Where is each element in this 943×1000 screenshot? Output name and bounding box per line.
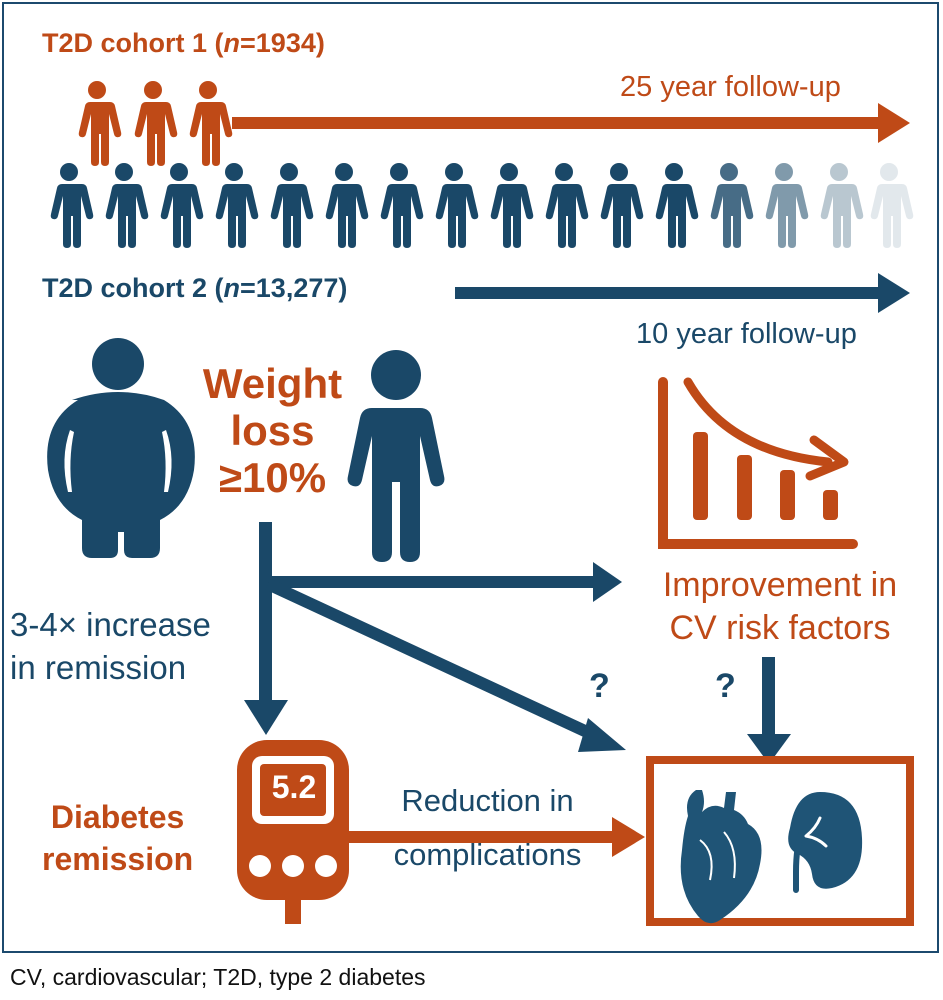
glucose-meter-reading: 5.2 xyxy=(271,769,317,805)
obese-person-icon xyxy=(47,338,195,558)
cohort2-followup-label: 10 year follow-up xyxy=(636,318,857,350)
cohort2-title: T2D cohort 2 (n=13,277) xyxy=(42,273,348,303)
arrow-25-year xyxy=(232,103,910,143)
cohort2-people-icons xyxy=(50,163,914,248)
glucose-meter-icon xyxy=(237,740,349,924)
flow-arrows xyxy=(244,522,791,764)
remission-increase-label: 3-4× increase in remission xyxy=(10,606,211,686)
arrow-10-year xyxy=(455,273,910,313)
footnote: CV, cardiovascular; T2D, type 2 diabetes xyxy=(10,964,426,990)
complications-box xyxy=(646,756,914,926)
unknown-mark-direct: ? xyxy=(589,667,610,705)
cohort1-followup-label: 25 year follow-up xyxy=(620,71,841,103)
kidney-icon xyxy=(788,792,863,893)
unknown-mark-cv: ? xyxy=(715,667,736,705)
heart-icon xyxy=(680,790,762,924)
diabetes-remission-label: Diabetes remission xyxy=(42,799,194,877)
cv-improvement-label: Improvement in CV risk factors xyxy=(662,566,898,647)
declining-bar-chart-icon xyxy=(658,377,858,549)
cohort1-title: T2D cohort 1 (n=1934) xyxy=(42,28,325,58)
person-icon xyxy=(347,350,445,562)
weight-loss-label: Weight loss ≥10% xyxy=(202,360,343,502)
cohort1-people-icons xyxy=(78,81,233,166)
reduction-complications-label: Reduction in complications xyxy=(393,783,582,873)
arrow-reduction xyxy=(344,817,645,857)
